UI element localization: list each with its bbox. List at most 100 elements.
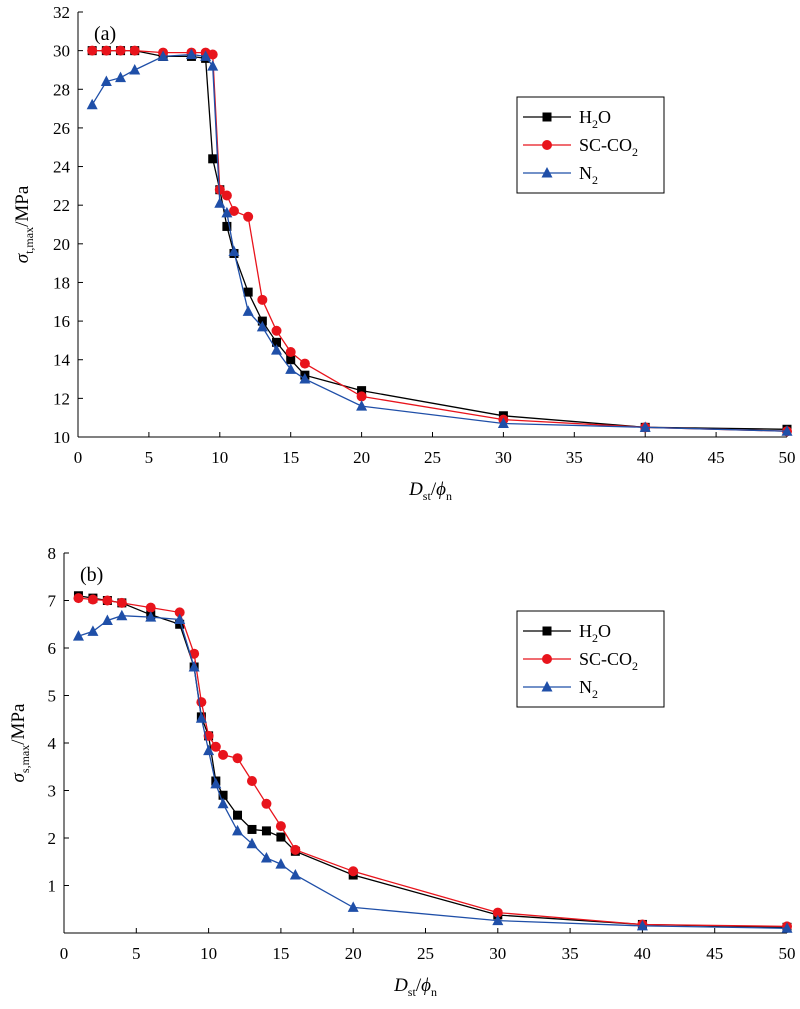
y-tick-label: 4 (48, 734, 57, 753)
data-point (272, 337, 282, 347)
data-point (221, 206, 233, 218)
y-tick-label: 18 (53, 273, 70, 292)
data-point (285, 347, 296, 357)
data-point (271, 325, 282, 336)
data-point (102, 595, 113, 606)
data-point (232, 753, 243, 764)
legend-label-base: N (579, 163, 592, 183)
y-tick-label: 28 (53, 80, 70, 99)
chart-panel-a: 0 5 10 15 20 25 30 35 40 45 5010121416182022242628… (12, 3, 796, 503)
data-point (299, 373, 311, 384)
data-point (492, 907, 503, 918)
legend-label-base: H (579, 107, 592, 127)
data-point (247, 824, 257, 834)
data-point (260, 851, 272, 863)
data-point (228, 205, 239, 216)
data-point (87, 625, 99, 636)
data-point (261, 826, 271, 836)
x-tick-label: 0 (74, 448, 83, 467)
data-point (188, 661, 200, 672)
x-tick-label: 35 (566, 448, 583, 467)
data-point (639, 421, 651, 432)
x-tick-label: 40 (634, 944, 651, 963)
legend-label: SC-CO2 (579, 135, 638, 159)
y-axis-symbol: σ (8, 772, 29, 782)
data-point (286, 355, 296, 365)
x-tick-label: 45 (706, 944, 723, 963)
data-point (145, 602, 156, 613)
data-point (100, 75, 112, 87)
x-axis-symbol-2: ϕ (436, 479, 446, 500)
y-axis-subscript: s,max (18, 745, 32, 773)
legend: H2O SC-CO2 N 2 (516, 96, 665, 194)
data-point (347, 901, 359, 912)
data-point (210, 777, 222, 789)
data-point (214, 197, 226, 208)
y-tick-label: 24 (53, 158, 71, 177)
x-axis-title: Dst/ϕn (408, 479, 452, 503)
legend-label-base: SC-CO (579, 135, 632, 155)
legend-label-subscript: 2 (592, 687, 598, 701)
chart-panel-b: 0 5 10 15 20 25 30 35 40 45 5012345678(b)σs,max/MP… (8, 544, 796, 999)
y-tick-label: 16 (53, 312, 70, 331)
series-line (78, 615, 788, 929)
series-square (73, 591, 792, 932)
series-line (78, 597, 788, 928)
data-point (157, 50, 169, 61)
x-axis-slash: / (416, 975, 422, 996)
x-tick-label: 50 (779, 448, 796, 467)
data-point (87, 45, 98, 56)
data-point (115, 45, 126, 56)
data-point (195, 712, 207, 723)
y-tick-label: 20 (53, 235, 70, 254)
x-tick-label: 25 (424, 448, 441, 467)
x-axis-subscript-2: n (431, 985, 437, 999)
panel-label: (b) (80, 564, 103, 586)
data-point (290, 844, 301, 855)
data-point (101, 45, 112, 56)
y-axis-title: σs,max/MPa (8, 703, 32, 782)
data-point (285, 363, 297, 374)
legend-label: SC-CO2 (579, 649, 638, 673)
legend-label-subscript: 2 (592, 631, 598, 645)
data-point (348, 866, 359, 877)
series-line (78, 595, 788, 928)
data-point (357, 386, 367, 396)
legend-label: H2O (579, 107, 611, 131)
y-tick-label: 1 (48, 877, 57, 896)
y-tick-label: 7 (48, 592, 57, 611)
data-point (73, 593, 84, 604)
legend-label-subscript: 2 (592, 117, 598, 131)
data-point (218, 790, 228, 800)
y-axis-title: σt,max/MPa (12, 185, 36, 263)
data-point (275, 858, 287, 869)
panel-label: (a) (94, 23, 116, 45)
data-point (115, 71, 127, 83)
data-point (175, 619, 185, 629)
y-axis-symbol: σ (12, 253, 33, 263)
data-point (203, 744, 215, 756)
data-point (214, 184, 225, 195)
data-point (189, 648, 200, 659)
series-line (92, 49, 788, 432)
data-point (228, 245, 240, 257)
legend-label: N2 (579, 677, 598, 701)
x-tick-label: 5 (132, 944, 141, 963)
y-tick-label: 10 (53, 428, 70, 447)
x-axis-subscript-2: n (446, 489, 452, 503)
data-point (174, 613, 186, 624)
y-tick-label: 12 (53, 389, 70, 408)
legend-label-tail: O (598, 621, 611, 641)
x-tick-label: 45 (708, 448, 725, 467)
y-axis-unit: /MPa (8, 703, 29, 745)
data-point (271, 344, 283, 355)
y-tick-label: 2 (48, 829, 57, 848)
data-point (275, 821, 286, 832)
data-point (356, 400, 368, 411)
data-point (116, 597, 127, 608)
series-line (92, 49, 788, 430)
data-point (299, 358, 310, 369)
x-tick-label: 25 (417, 944, 434, 963)
data-point (210, 741, 221, 752)
